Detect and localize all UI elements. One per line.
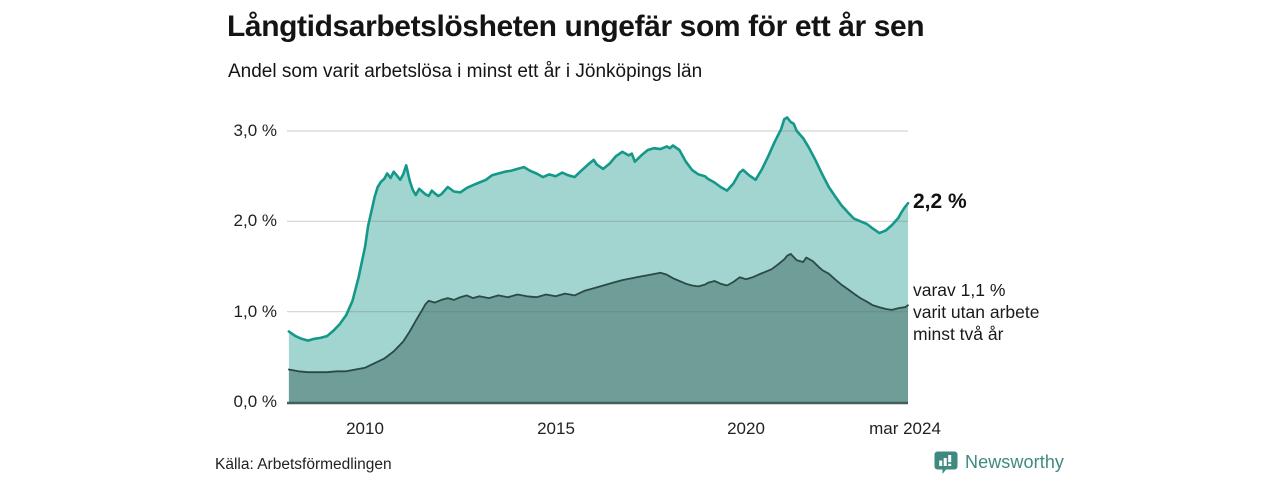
- x-axis-label: mar 2024: [869, 419, 941, 438]
- page-title: Långtidsarbetslösheten ungefär som för e…: [227, 10, 925, 43]
- secondary-annotation-line: minst två år: [913, 324, 1004, 344]
- latest-value-annotation: 2,2 %: [913, 190, 967, 213]
- y-axis-label: 1,0 %: [233, 302, 277, 321]
- secondary-annotation-line: varav 1,1 %: [913, 280, 1006, 300]
- y-axis-label: 0,0 %: [233, 392, 277, 411]
- brand-name: Newsworthy: [965, 451, 1065, 472]
- brand-logo: Newsworthy: [933, 449, 1064, 475]
- x-axis-label: 2015: [537, 419, 575, 438]
- secondary-annotation-line: varit utan arbete: [913, 302, 1040, 322]
- page-subtitle: Andel som varit arbetslösa i minst ett å…: [228, 61, 703, 82]
- series-line-1: [287, 252, 909, 374]
- y-axis-label: 3,0 %: [233, 121, 277, 140]
- series-line-0: [287, 116, 910, 342]
- x-axis-label: 2020: [727, 419, 765, 438]
- y-axis-label: 2,0 %: [233, 211, 277, 230]
- source-attribution: Källa: Arbetsförmedlingen: [215, 456, 392, 473]
- series-area-1: [288, 253, 908, 402]
- newsworthy-bubble-chart-icon: [933, 449, 959, 475]
- secondary-annotation: varav 1,1 % varit utan arbete minst två …: [913, 279, 1039, 345]
- x-axis-label: 2010: [346, 419, 384, 438]
